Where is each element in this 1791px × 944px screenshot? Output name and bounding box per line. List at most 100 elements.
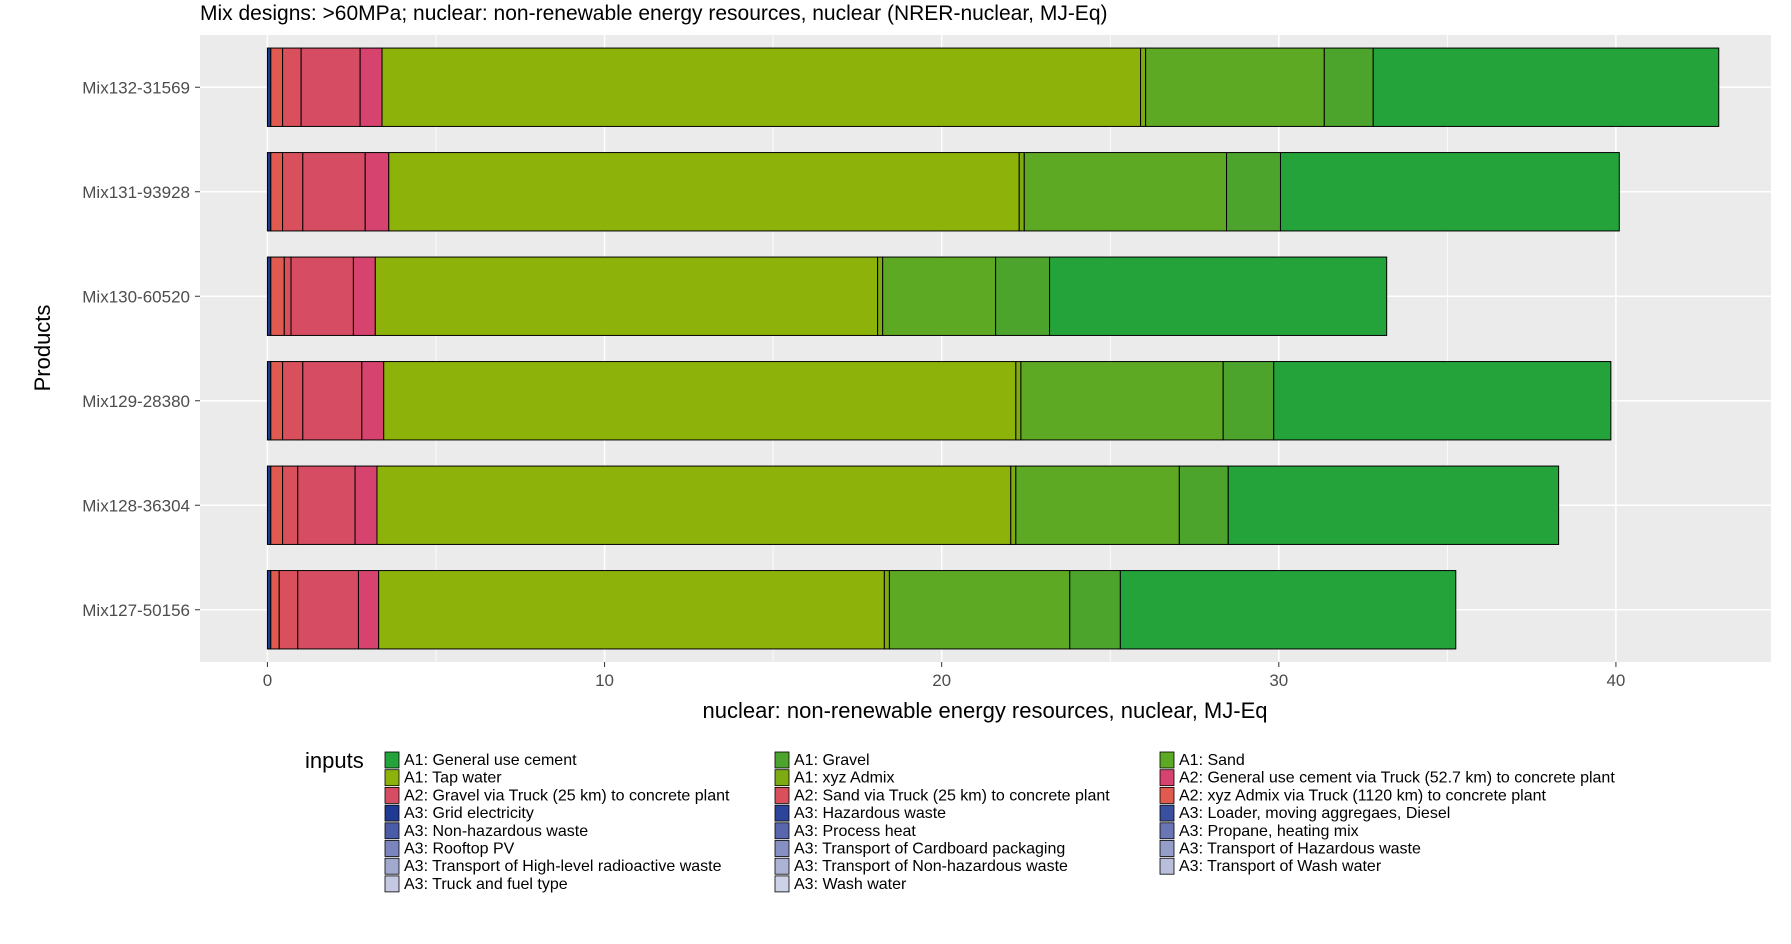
bar-segment <box>282 47 302 127</box>
x-tick-label: 0 <box>263 671 272 690</box>
legend-swatch <box>774 787 790 804</box>
bar-segment <box>381 47 1142 127</box>
bar-segment <box>266 152 272 232</box>
legend-item: A2: General use cement via Truck (52.7 k… <box>1159 769 1615 787</box>
legend-swatch <box>774 875 790 893</box>
legend-item: A3: Grid electricity <box>384 804 534 822</box>
legend: inputs A1: General use cement A1: Gravel A… <box>305 748 1615 893</box>
bar-segment <box>266 570 272 650</box>
legend-item: A3: Transport of Cardboard packaging <box>774 840 1065 858</box>
bar-segment <box>1119 570 1457 650</box>
x-axis-ticks: 0 10 20 30 40 <box>263 662 1625 690</box>
bar-segment <box>882 256 997 336</box>
legend-swatch <box>384 769 400 787</box>
legend-item: A1: Sand <box>1159 751 1245 769</box>
legend-label: A3: Hazardous waste <box>794 805 946 822</box>
legend-item: A3: Transport of High-level radioactive … <box>384 857 722 875</box>
x-tick-label: 10 <box>595 671 614 690</box>
bar-segment <box>290 256 354 336</box>
legend-item: A1: Gravel <box>774 751 870 769</box>
legend-item: A3: Transport of Non-hazardous waste <box>774 857 1068 875</box>
legend-label: A1: General use cement <box>404 752 577 769</box>
legend-label: A3: Wash water <box>794 876 907 893</box>
legend-swatch <box>384 840 400 857</box>
legend-item: A2: Gravel via Truck (25 km) to concrete… <box>384 787 730 804</box>
plot-panel <box>200 35 1771 662</box>
legend-swatch <box>774 751 790 769</box>
bar-segment <box>1069 570 1121 650</box>
bar-group <box>266 465 1560 545</box>
bar-segment <box>1015 465 1180 545</box>
bar-segment <box>270 361 284 441</box>
bar-segment <box>1323 47 1374 127</box>
legend-swatch <box>1159 787 1175 804</box>
legend-swatch <box>1159 822 1175 840</box>
bar-segment <box>1145 47 1325 127</box>
legend-label: A1: xyz Admix <box>794 770 894 787</box>
legend-swatch <box>774 857 790 875</box>
y-tick-label: Mix127-50156 <box>82 601 190 620</box>
legend-item: A3: Transport of Wash water <box>1159 857 1382 875</box>
legend-item: A3: Propane, heating mix <box>1159 822 1359 840</box>
legend-swatch <box>1159 840 1175 857</box>
bar-segment <box>378 570 885 650</box>
legend-title: inputs <box>305 748 364 773</box>
bar-segment <box>1372 47 1720 127</box>
bar-segment <box>877 256 884 336</box>
legend-label: A3: Truck and fuel type <box>404 876 568 893</box>
bar-segment <box>270 47 284 127</box>
bar-segment <box>361 361 385 441</box>
legend-swatch <box>384 822 400 840</box>
legend-item: A3: Wash water <box>774 875 907 893</box>
chart-title: Mix designs: >60MPa; nuclear: non-renewa… <box>200 2 1108 25</box>
bar-segment <box>297 465 356 545</box>
bar-segment <box>1279 152 1620 232</box>
legend-label: A3: Grid electricity <box>404 805 534 822</box>
y-tick-label: Mix131-93928 <box>82 183 190 202</box>
bar-segment <box>1015 361 1022 441</box>
bar-group <box>266 570 1457 650</box>
bar-segment <box>374 256 879 336</box>
bar-segment <box>282 465 299 545</box>
y-axis-title: Products <box>30 305 55 392</box>
legend-label: A3: Loader, moving aggregaes, Diesel <box>1179 805 1450 822</box>
legend-label: A3: Transport of Hazardous waste <box>1179 841 1421 858</box>
bar-segment <box>1222 361 1275 441</box>
legend-label: A3: Process heat <box>794 823 916 840</box>
bar-segment <box>357 570 380 650</box>
legend-swatch <box>384 875 400 893</box>
bar-segment <box>282 152 304 232</box>
legend-item: A3: Process heat <box>774 822 916 840</box>
x-axis-title: nuclear: non-renewable energy resources,… <box>703 698 1268 723</box>
legend-label: A2: General use cement via Truck (52.7 k… <box>1179 770 1615 787</box>
legend-label: A1: Gravel <box>794 752 870 769</box>
bar-segment <box>364 152 390 232</box>
legend-label: A3: Non-hazardous waste <box>404 823 588 840</box>
legend-item: A1: Tap water <box>384 769 502 787</box>
bar-segment <box>1178 465 1229 545</box>
legend-swatch <box>384 857 400 875</box>
bar-segment <box>388 152 1020 232</box>
x-tick-label: 20 <box>932 671 951 690</box>
legend-label: A3: Transport of Cardboard packaging <box>794 841 1065 858</box>
legend-label: A2: Sand via Truck (25 km) to concrete p… <box>794 787 1110 804</box>
bar-segment <box>1227 465 1560 545</box>
bar-segment <box>270 152 284 232</box>
y-tick-label: Mix128-36304 <box>82 496 190 515</box>
bar-segment <box>266 256 272 336</box>
y-tick-label: Mix129-28380 <box>82 392 190 411</box>
bar-segment <box>995 256 1051 336</box>
x-tick-label: 30 <box>1269 671 1288 690</box>
bar-segment <box>1010 465 1017 545</box>
bar-segment <box>354 465 378 545</box>
legend-label: A3: Transport of High-level radioactive … <box>404 858 722 875</box>
bar-segment <box>1018 152 1025 232</box>
bar-segment <box>266 465 272 545</box>
legend-swatch <box>774 769 790 787</box>
bar-segment <box>282 361 304 441</box>
legend-item: A2: Sand via Truck (25 km) to concrete p… <box>774 787 1110 804</box>
legend-label: A3: Rooftop PV <box>404 841 515 858</box>
bar-segment <box>266 361 272 441</box>
legend-item: A1: General use cement <box>384 751 577 769</box>
bar-segment <box>302 152 366 232</box>
